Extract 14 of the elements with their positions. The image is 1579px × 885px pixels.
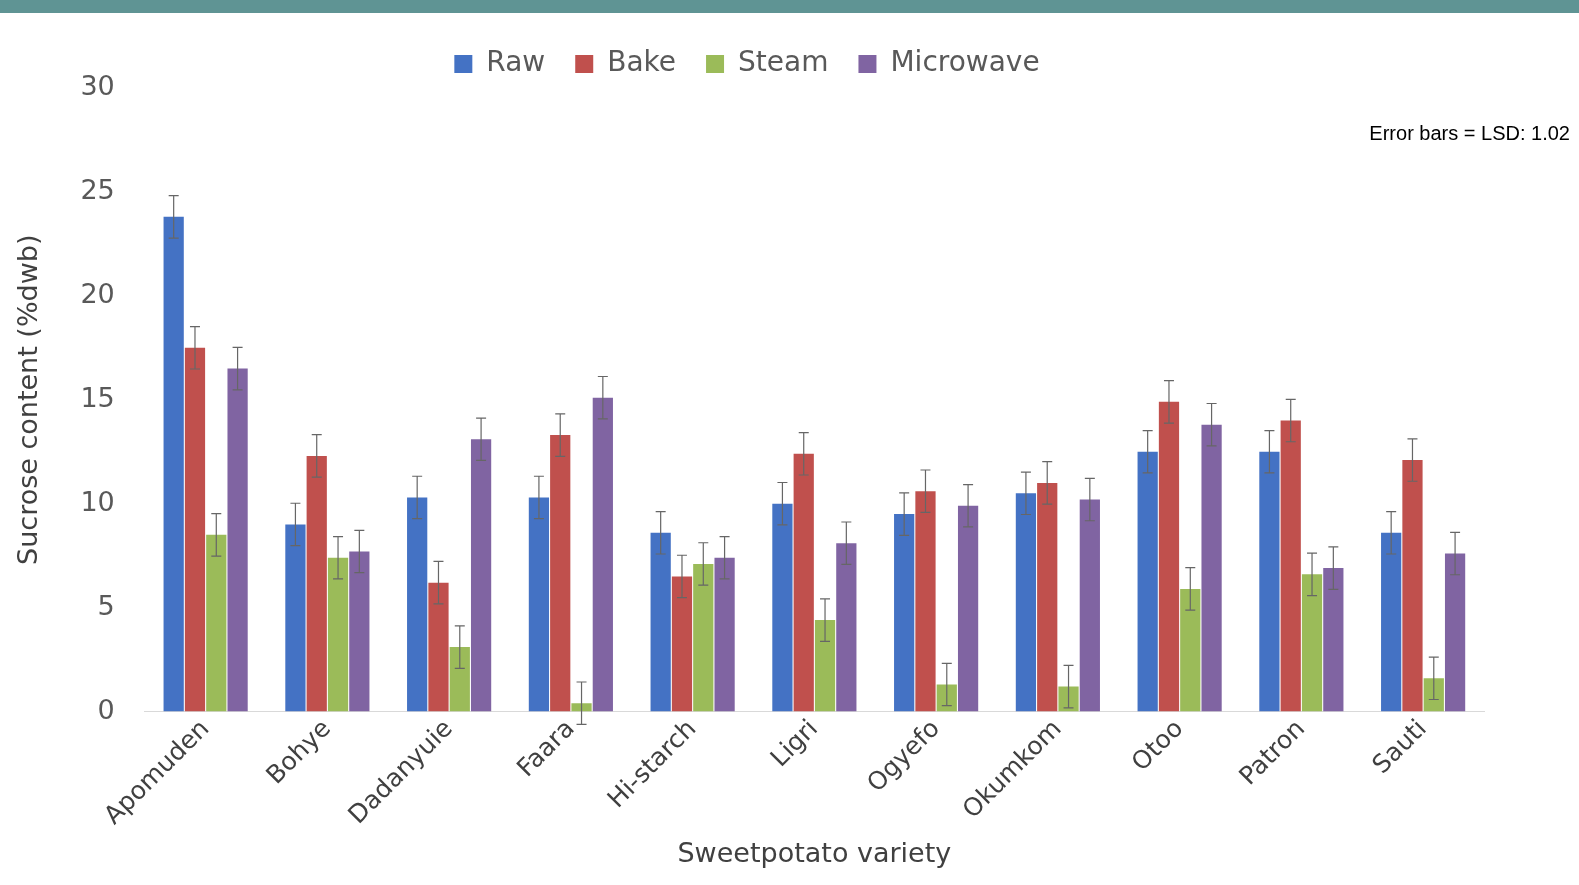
legend-label: Raw	[486, 45, 546, 79]
legend-label: Microwave	[890, 45, 1040, 79]
y-tick-label: 0	[97, 693, 115, 725]
y-tick-label: 5	[97, 589, 115, 621]
x-axis-title: Sweetpotato variety	[677, 836, 952, 868]
legend-label: Steam	[738, 45, 829, 79]
annotation: Error bars = LSD: 1.02	[1369, 121, 1570, 144]
y-tick-label: 10	[80, 485, 115, 517]
y-tick-label: 15	[80, 381, 115, 413]
y-tick-label: 25	[80, 173, 115, 205]
y-axis-title: Sucrose content (%dwb)	[12, 234, 44, 565]
legend-label: Bake	[607, 45, 677, 79]
y-tick-label: 20	[80, 277, 115, 309]
y-tick-label: 30	[80, 70, 115, 102]
